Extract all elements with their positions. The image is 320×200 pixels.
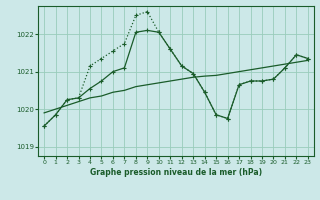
X-axis label: Graphe pression niveau de la mer (hPa): Graphe pression niveau de la mer (hPa)	[90, 168, 262, 177]
